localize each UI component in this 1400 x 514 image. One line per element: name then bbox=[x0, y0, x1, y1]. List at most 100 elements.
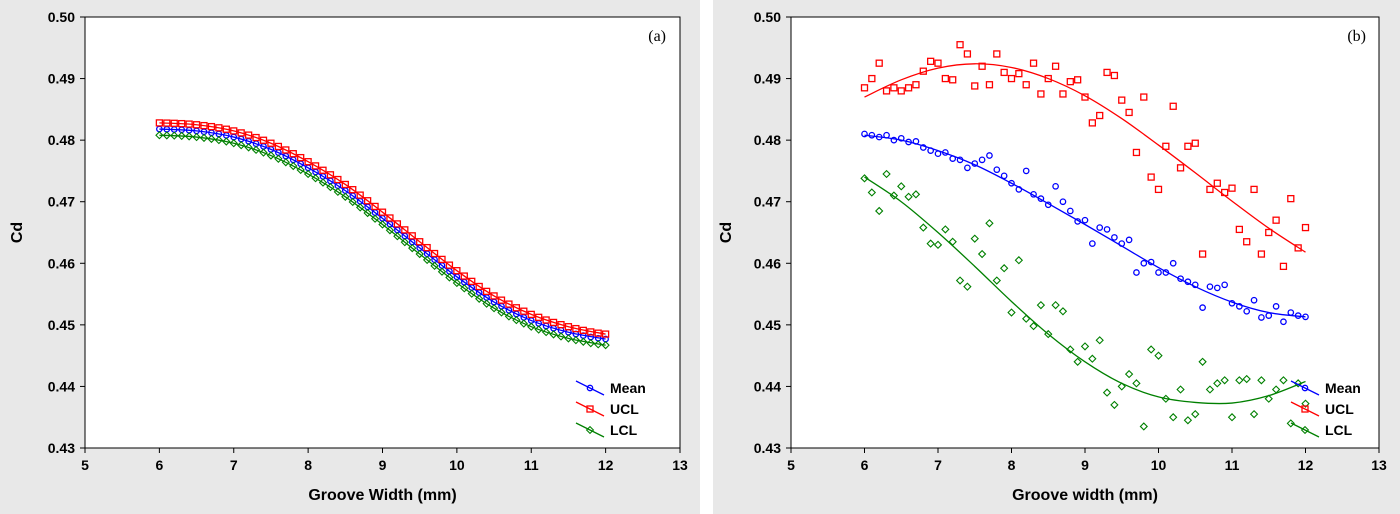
chart-panel-b: 5 6 7 8 9 10 11 12 13 0.43 0.44 0.45 0.46 0.47 0.48 0.4… bbox=[713, 0, 1400, 514]
x-tick-label: 13 bbox=[672, 457, 688, 473]
plot-area bbox=[790, 16, 1380, 449]
data-point-ucl bbox=[601, 330, 610, 338]
data-point-ucl bbox=[594, 329, 602, 337]
y-tick-label: 0.43 bbox=[48, 440, 75, 456]
legend: Mean UCL LCL bbox=[575, 380, 646, 438]
data-point-ucl bbox=[572, 324, 580, 333]
legend-marker-mean bbox=[586, 384, 594, 392]
data-point-mean bbox=[1169, 259, 1177, 267]
data-point-lcl bbox=[977, 249, 987, 259]
data-point-lcl bbox=[1029, 321, 1038, 331]
data-point-lcl bbox=[904, 192, 913, 201]
data-point-mean bbox=[868, 131, 876, 139]
data-point-ucl bbox=[416, 238, 424, 246]
x-axis-label: Groove width (mm) bbox=[1012, 487, 1158, 504]
legend-label-ucl: UCL bbox=[1325, 401, 1354, 417]
data-point-mean bbox=[1206, 283, 1214, 291]
data-point-lcl bbox=[1271, 385, 1281, 394]
y-tick-label: 0.48 bbox=[754, 132, 781, 148]
data-point-ucl bbox=[178, 119, 186, 128]
chart-svg-a: 5 6 7 8 9 10 11 12 13 0.43 0.44 0.45 0.46 0.47 0.48 0.4… bbox=[9, 9, 688, 504]
data-point-mean bbox=[897, 134, 905, 142]
data-point-ucl bbox=[1140, 93, 1148, 101]
data-point-mean bbox=[942, 149, 949, 156]
data-point-ucl bbox=[1235, 225, 1243, 234]
data-point-ucl bbox=[438, 255, 446, 264]
data-point-mean bbox=[1221, 281, 1228, 289]
data-point-lcl bbox=[999, 264, 1009, 273]
data-point-lcl bbox=[222, 137, 231, 146]
data-point-lcl bbox=[408, 243, 417, 253]
data-point-ucl bbox=[1029, 59, 1038, 67]
data-point-lcl bbox=[400, 238, 409, 247]
data-point-ucl bbox=[527, 310, 535, 319]
data-point-mean bbox=[971, 160, 979, 167]
data-point-lcl bbox=[1058, 307, 1068, 316]
data-point-lcl bbox=[1176, 385, 1185, 394]
data-point-lcl bbox=[1286, 419, 1295, 428]
data-point-lcl bbox=[1044, 329, 1053, 339]
data-point-ucl bbox=[378, 208, 387, 216]
data-point-ucl bbox=[259, 136, 268, 144]
data-point-mean bbox=[1272, 303, 1280, 310]
data-point-mean bbox=[964, 164, 971, 172]
data-point-lcl bbox=[289, 161, 298, 171]
data-point-ucl bbox=[334, 175, 342, 184]
y-tick-label: 0.46 bbox=[754, 255, 781, 271]
data-point-ucl bbox=[1015, 69, 1023, 78]
data-point-ucl bbox=[482, 287, 491, 296]
data-point-ucl bbox=[304, 158, 312, 166]
data-point-ucl bbox=[1073, 76, 1082, 84]
data-point-lcl bbox=[281, 158, 290, 167]
x-tick-label: 11 bbox=[1225, 457, 1240, 473]
data-point-ucl bbox=[1169, 102, 1177, 110]
series-ucl bbox=[155, 119, 610, 338]
y-tick-label: 0.49 bbox=[754, 71, 781, 87]
y-tick-label: 0.48 bbox=[48, 132, 75, 148]
data-point-mean bbox=[1184, 278, 1192, 286]
data-point-ucl bbox=[1044, 74, 1052, 83]
data-point-lcl bbox=[1293, 379, 1303, 388]
data-point-lcl bbox=[422, 255, 432, 265]
y-axis-label: Cd bbox=[9, 222, 26, 243]
plot-marks bbox=[860, 41, 1310, 431]
data-point-mean bbox=[1096, 224, 1104, 231]
legend-label-mean: Mean bbox=[1325, 380, 1361, 396]
data-point-lcl bbox=[229, 139, 238, 148]
data-point-lcl bbox=[1227, 413, 1237, 422]
data-point-lcl bbox=[1073, 357, 1082, 366]
data-point-ucl bbox=[326, 171, 335, 179]
data-point-lcl bbox=[933, 240, 943, 249]
series-lcl bbox=[860, 169, 1310, 431]
data-point-lcl bbox=[556, 332, 566, 341]
data-point-lcl bbox=[549, 330, 558, 339]
data-point-lcl bbox=[1235, 376, 1244, 385]
data-point-lcl bbox=[475, 294, 484, 303]
data-point-lcl bbox=[571, 336, 581, 345]
data-point-ucl bbox=[890, 84, 898, 92]
data-point-ucl bbox=[949, 76, 957, 84]
data-point-ucl bbox=[1103, 68, 1111, 77]
data-point-ucl bbox=[1279, 262, 1288, 271]
data-point-ucl bbox=[475, 282, 483, 291]
x-tick-label: 8 bbox=[304, 457, 312, 473]
data-point-lcl bbox=[170, 131, 179, 140]
data-point-ucl bbox=[1250, 185, 1258, 194]
data-point-lcl bbox=[214, 135, 224, 145]
data-point-lcl bbox=[155, 131, 164, 140]
data-point-mean bbox=[1302, 313, 1309, 321]
y-tick-label: 0.44 bbox=[48, 378, 75, 394]
data-point-ucl bbox=[1037, 90, 1045, 98]
data-point-lcl bbox=[363, 208, 372, 218]
legend-line-lcl bbox=[1290, 422, 1320, 438]
data-point-lcl bbox=[348, 197, 357, 207]
data-point-ucl bbox=[453, 267, 461, 275]
data-point-ucl bbox=[371, 202, 379, 211]
data-point-ucl bbox=[460, 272, 468, 280]
data-point-ucl bbox=[163, 119, 171, 127]
data-point-ucl bbox=[1265, 228, 1273, 237]
data-point-ucl bbox=[289, 150, 297, 158]
data-point-ucl bbox=[512, 304, 521, 312]
data-point-lcl bbox=[341, 192, 350, 201]
data-point-ucl bbox=[1110, 71, 1119, 80]
